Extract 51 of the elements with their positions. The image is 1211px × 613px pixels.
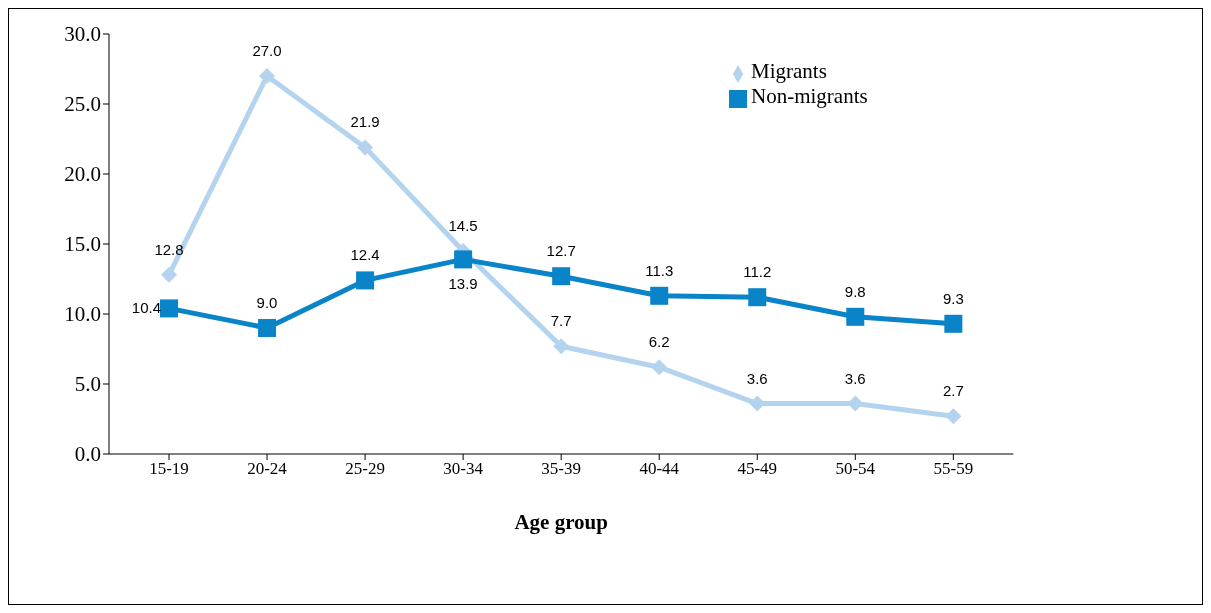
data-label: 7.7 xyxy=(550,312,572,330)
data-label: 3.6 xyxy=(844,369,866,387)
x-tick-label: 30-34 xyxy=(443,459,484,479)
y-tick-label: 25.0 xyxy=(64,92,101,117)
data-label: 2.7 xyxy=(942,382,964,400)
data-label: 9.3 xyxy=(942,289,964,307)
x-tick-label: 35-39 xyxy=(541,459,582,479)
y-tick-label: 5.0 xyxy=(74,372,101,397)
point xyxy=(846,307,865,326)
data-label: 14.5 xyxy=(448,217,478,234)
point xyxy=(553,338,570,355)
y-tick-label: 20.0 xyxy=(64,162,101,187)
data-label: 11.3 xyxy=(645,261,674,279)
x-tick-label: 15-19 xyxy=(149,459,189,479)
point xyxy=(945,408,962,425)
y-tick-label: 30.0 xyxy=(64,22,101,47)
point xyxy=(748,288,767,307)
x-tick-label: 25-29 xyxy=(345,459,385,479)
data-label: 27.0 xyxy=(252,42,282,59)
data-label: 21.9 xyxy=(350,113,380,131)
legend-label: Migrants xyxy=(751,59,827,83)
point xyxy=(161,266,177,283)
point xyxy=(160,299,178,318)
point xyxy=(454,250,473,269)
point xyxy=(650,286,669,305)
data-label: 11.2 xyxy=(743,263,772,281)
data-label: 9.0 xyxy=(256,294,278,311)
point xyxy=(944,314,963,333)
data-label: 12.8 xyxy=(154,240,184,258)
x-tick-label: 50-54 xyxy=(835,459,876,479)
x-tick-label: 20-24 xyxy=(247,459,288,479)
data-label: 3.6 xyxy=(746,369,768,387)
x-tick-label: 55-59 xyxy=(933,459,974,479)
data-label: 12.4 xyxy=(350,246,380,264)
data-label: 12.7 xyxy=(546,242,576,260)
point xyxy=(356,271,375,290)
point xyxy=(651,359,668,376)
y-tick-label: 0.0 xyxy=(74,442,101,467)
x-tick-label: 45-49 xyxy=(737,459,778,479)
point xyxy=(552,267,571,286)
legend-label: Non-migrants xyxy=(751,84,868,108)
x-tick-label: 40-44 xyxy=(639,459,680,479)
point xyxy=(258,319,277,337)
data-label: 9.8 xyxy=(844,282,866,300)
x-axis-title: Age group xyxy=(514,510,608,534)
point xyxy=(259,68,276,84)
y-tick-label: 15.0 xyxy=(64,232,101,257)
y-tick-label: 10.0 xyxy=(64,302,101,327)
data-label: 6.2 xyxy=(648,333,670,351)
point xyxy=(357,139,374,156)
data-label: 13.9 xyxy=(448,275,478,293)
